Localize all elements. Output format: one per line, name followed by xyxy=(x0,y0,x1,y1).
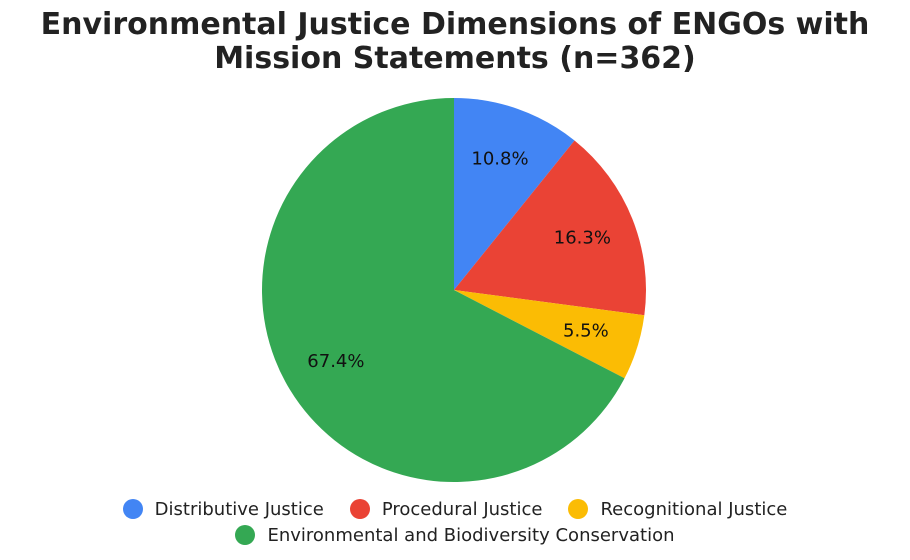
legend-item: Distributive Justice xyxy=(122,498,324,520)
legend-marker xyxy=(235,525,256,545)
pie-slice xyxy=(454,140,646,316)
data-label: 16.3% xyxy=(554,228,611,249)
data-label: 67.4% xyxy=(307,351,364,372)
legend-label: Distributive Justice xyxy=(154,498,324,520)
legend-item: Recognitional Justice xyxy=(568,498,787,520)
legend-marker xyxy=(349,499,370,519)
pie-slice xyxy=(454,290,645,379)
legend-marker xyxy=(568,499,589,519)
data-label: 5.5% xyxy=(563,320,609,341)
legend-label: Procedural Justice xyxy=(381,498,543,520)
legend: Distributive Justice Procedural Justice Re… xyxy=(95,498,815,546)
chart-title: Environmental Justice Dimensions of ENGO… xyxy=(40,7,870,76)
legend-item: Environmental and Biodiversity Conservat… xyxy=(235,524,675,546)
chart: 10.8% 16.3% 5.5% 67.4% xyxy=(261,98,646,482)
legend-label: Recognitional Justice xyxy=(600,498,788,520)
data-label: 10.8% xyxy=(471,149,528,170)
legend-item: Procedural Justice xyxy=(349,498,543,520)
legend-label: Environmental and Biodiversity Conservat… xyxy=(267,524,675,546)
pie-slice xyxy=(261,98,625,482)
pie-slice xyxy=(454,98,575,290)
legend-marker xyxy=(122,499,143,519)
